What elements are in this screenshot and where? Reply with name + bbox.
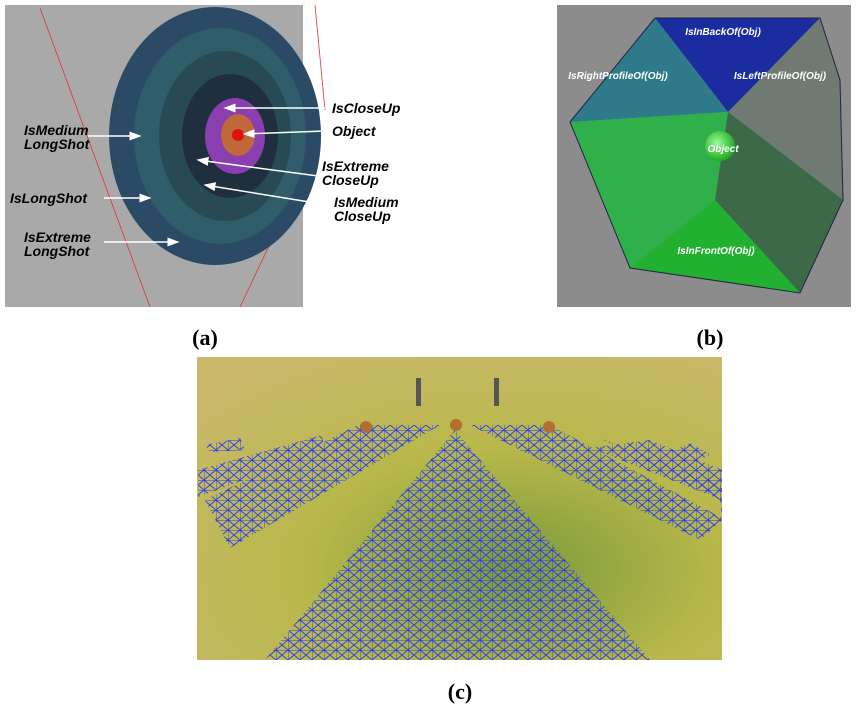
label-line: Object xyxy=(332,123,377,139)
label-line: LongShot xyxy=(24,243,91,259)
label-line: IsLongShot xyxy=(10,190,88,206)
label-line: CloseUp xyxy=(322,172,379,188)
label-line: IsMedium xyxy=(334,194,399,210)
label: Object xyxy=(707,144,739,155)
label: IsInFrontOf(Obj) xyxy=(677,246,755,257)
panel-b: IsInBackOf(Obj) IsRightProfileOf(Obj) Is… xyxy=(557,5,851,307)
label: IsExtreme CloseUp xyxy=(322,158,389,188)
label-line: IsExtreme xyxy=(24,229,91,245)
panel-a: IsCloseUp Object IsExtreme CloseUp IsMedi… xyxy=(5,4,401,308)
label: IsRightProfileOf(Obj) xyxy=(568,71,668,82)
caption: (c) xyxy=(448,679,472,704)
label: IsCloseUp xyxy=(332,100,401,116)
panel-c xyxy=(197,357,722,660)
label-line: IsExtreme xyxy=(322,158,389,174)
label: IsLeftProfileOf(Obj) xyxy=(734,71,827,82)
label-line: CloseUp xyxy=(334,208,391,224)
label: Object xyxy=(332,123,377,139)
label-line: IsCloseUp xyxy=(332,100,401,116)
label: IsExtreme LongShot xyxy=(24,229,91,259)
label-line: LongShot xyxy=(24,136,91,152)
caption: (b) xyxy=(697,325,724,350)
label: IsLongShot xyxy=(10,190,88,206)
caption: (a) xyxy=(192,325,218,350)
label-line: IsMedium xyxy=(24,122,89,138)
label: IsMedium CloseUp xyxy=(334,194,399,224)
label: IsInBackOf(Obj) xyxy=(685,27,761,38)
label: IsMedium LongShot xyxy=(24,122,91,152)
